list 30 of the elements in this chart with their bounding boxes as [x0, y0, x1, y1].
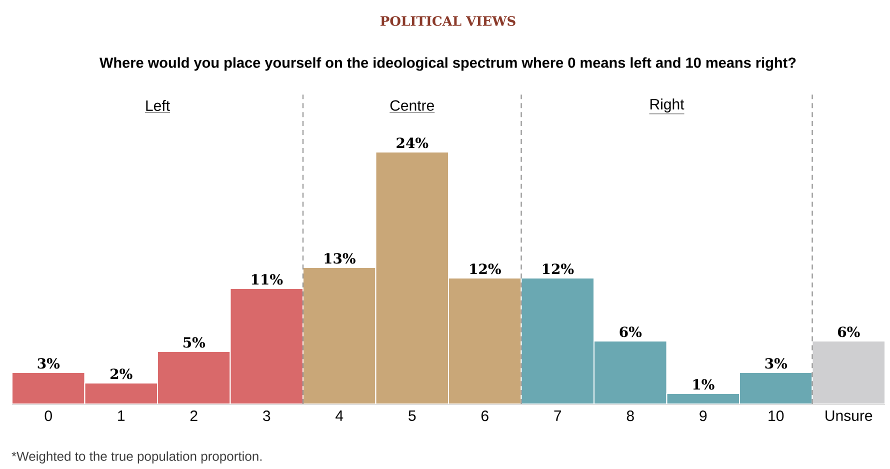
- data-label: 6%: [838, 326, 860, 338]
- text: Left: [146, 100, 170, 111]
- x-tick-label: 4: [336, 410, 344, 421]
- x-tick-label: 5: [408, 410, 416, 421]
- text: Right: [650, 98, 684, 112]
- text: Centre: [390, 100, 434, 111]
- data-label: 12%: [470, 264, 501, 274]
- data-label: 2%: [110, 368, 132, 380]
- text: *Weighted to the true population proportion.: [12, 451, 262, 464]
- x-tick-label: 8: [626, 410, 634, 422]
- x-tick-label: 3: [263, 410, 270, 422]
- x-tick-label: 0: [44, 410, 52, 422]
- data-label: 5%: [184, 337, 206, 348]
- data-label: 24%: [396, 138, 428, 148]
- data-label: 3%: [765, 358, 788, 369]
- x-tick-label: 6: [481, 410, 488, 422]
- data-label: 3%: [38, 358, 60, 369]
- data-label: 6%: [620, 326, 642, 338]
- data-label: 12%: [542, 264, 574, 274]
- data-label: 1%: [693, 379, 714, 390]
- chart-title: POLITICAL VIEWS: [380, 16, 516, 26]
- x-tick-label: 10: [768, 410, 784, 422]
- x-tick-label: 9: [700, 410, 707, 422]
- x-tick-label: Unsure: [826, 410, 872, 421]
- x-tick-label: 1: [118, 410, 125, 421]
- x-tick-label: 2: [190, 410, 198, 421]
- chart-subtitle: Where would you place yourself on the ideological spectrum where 0 means left and 10 means right?: [100, 57, 796, 71]
- data-label: 13%: [324, 253, 356, 264]
- data-label: 11%: [252, 274, 283, 285]
- x-tick-label: 7: [554, 410, 562, 421]
